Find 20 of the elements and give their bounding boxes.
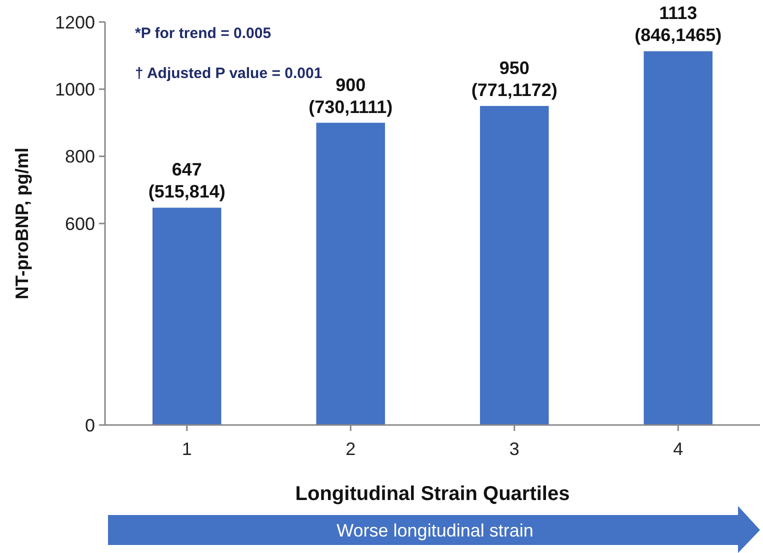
x-axis-title: Longitudinal Strain Quartiles (295, 483, 570, 505)
y-axis-title: NT-proBNP, pg/ml (12, 148, 32, 300)
bar (152, 208, 222, 425)
x-tick-label: 3 (509, 439, 520, 459)
x-tick-label: 2 (346, 439, 356, 459)
y-tick-label: 1200 (54, 12, 95, 32)
y-tick-label: 0 (84, 415, 95, 436)
y-tick-label: 800 (64, 146, 95, 167)
text: Worse longitudinal strain (336, 520, 534, 540)
y-tick-label: 1000 (54, 79, 95, 100)
data-label: 647 (515,814) (148, 160, 226, 202)
data-label: 950 (771,1172) (471, 58, 558, 100)
bar (316, 122, 386, 425)
bar (480, 106, 549, 425)
annotation: *P for trend = 0.005 (135, 25, 272, 42)
data-label: 1113 (846,1465) (634, 3, 722, 46)
x-tick-label: 1 (182, 439, 192, 459)
bar (644, 51, 713, 425)
x-tick-label: 4 (673, 439, 684, 459)
y-tick-label: 600 (64, 214, 95, 234)
